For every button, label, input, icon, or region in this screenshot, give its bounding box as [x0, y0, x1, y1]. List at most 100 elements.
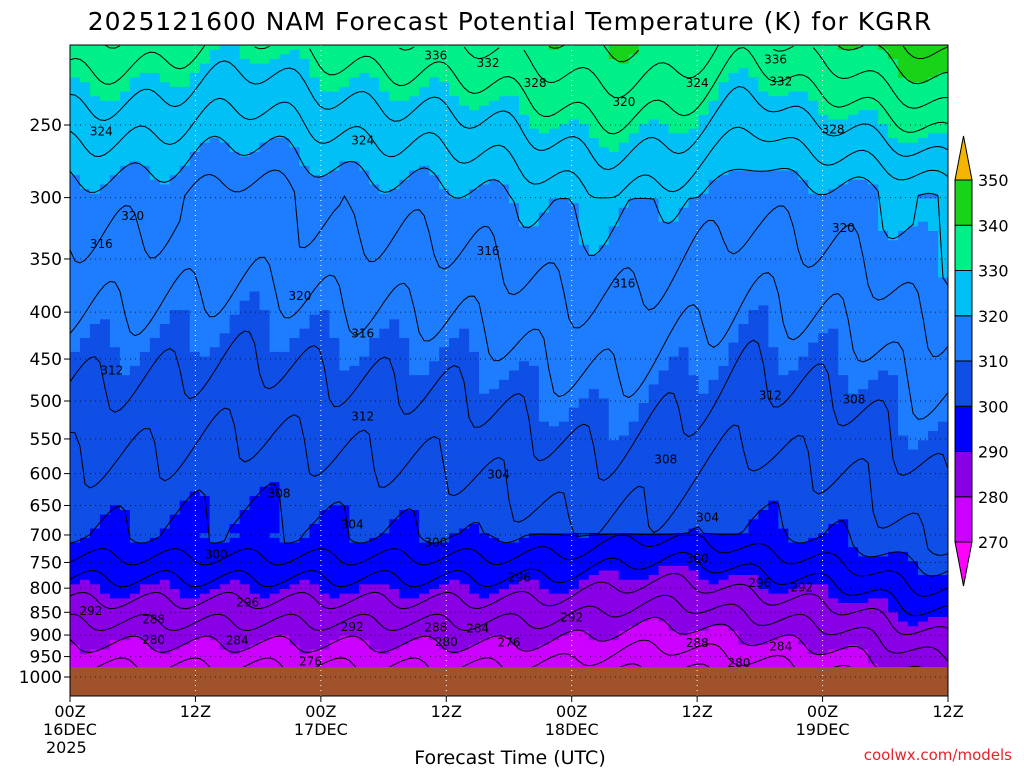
color-band-cell — [219, 640, 231, 646]
color-band-cell — [279, 268, 291, 274]
color-band-cell — [179, 347, 191, 353]
color-band-cell — [289, 616, 301, 623]
color-band-cell — [139, 640, 151, 646]
color-band-cell — [319, 435, 331, 441]
color-band-cell — [219, 542, 231, 548]
color-band-cell — [289, 640, 301, 646]
color-band-cell — [99, 561, 111, 567]
color-band-cell — [179, 54, 191, 60]
color-band-cell — [289, 184, 301, 190]
color-band-cell — [179, 226, 191, 232]
color-band-cell — [319, 217, 331, 223]
color-band-cell — [149, 86, 161, 93]
color-band-cell — [299, 403, 311, 409]
color-band-cell — [159, 193, 171, 200]
color-band-cell — [70, 477, 81, 483]
color-band-cell — [199, 277, 211, 283]
color-band-cell — [239, 193, 251, 200]
color-band-cell — [229, 533, 241, 539]
color-band-cell — [419, 384, 430, 390]
color-band-cell — [89, 240, 101, 246]
color-band-cell — [119, 463, 131, 469]
color-band-cell — [139, 389, 151, 395]
color-band-cell — [129, 235, 141, 241]
color-band-cell — [259, 658, 271, 665]
color-band-cell — [179, 463, 191, 469]
color-band-cell — [269, 291, 281, 297]
color-band-cell — [399, 537, 410, 544]
color-band-cell — [339, 170, 350, 176]
color-band-cell — [259, 161, 271, 167]
color-band-cell — [199, 351, 211, 358]
color-band-cell — [339, 91, 350, 97]
color-band-cell — [359, 272, 370, 279]
color-band-cell — [70, 198, 81, 204]
color-band-cell — [419, 389, 430, 395]
color-band-cell — [99, 421, 111, 427]
color-band-cell — [199, 626, 211, 632]
color-band-cell — [159, 556, 171, 562]
color-band-cell — [79, 240, 91, 246]
color-band-cell — [259, 151, 271, 158]
color-band-cell — [89, 91, 101, 97]
color-band-cell — [249, 379, 261, 386]
color-band-cell — [339, 654, 350, 660]
color-band-cell — [319, 68, 331, 74]
color-band-cell — [289, 272, 301, 279]
color-band-cell — [79, 82, 91, 88]
color-band-cell — [379, 626, 390, 632]
color-band-cell — [70, 626, 81, 632]
color-band-cell — [339, 258, 350, 265]
color-band-cell — [219, 547, 231, 553]
color-band-cell — [129, 77, 141, 83]
color-band-cell — [70, 486, 81, 492]
color-band-cell — [259, 165, 271, 172]
color-band-cell — [179, 161, 191, 167]
color-band-cell — [70, 314, 81, 320]
color-band-cell — [259, 444, 271, 451]
color-band-cell — [389, 105, 400, 111]
color-band-cell — [169, 305, 181, 311]
color-band-cell — [289, 603, 301, 609]
color-band-cell — [89, 342, 101, 348]
color-band-cell — [399, 235, 410, 241]
color-band-cell — [249, 393, 261, 399]
color-band-cell — [179, 147, 191, 153]
color-band-cell — [289, 519, 301, 525]
color-band-cell — [99, 417, 111, 423]
color-band-cell — [229, 514, 241, 520]
color-band-cell — [179, 630, 191, 637]
color-band-cell — [159, 151, 171, 158]
color-band-cell — [159, 86, 171, 93]
color-band-cell — [339, 421, 350, 427]
color-band-cell — [159, 254, 171, 260]
color-band-cell — [259, 133, 271, 139]
color-band-cell — [259, 193, 271, 200]
color-band-cell — [389, 165, 400, 172]
color-band-cell — [369, 105, 380, 111]
color-band-cell — [279, 105, 291, 111]
color-band-cell — [309, 263, 321, 269]
color-band-cell — [239, 77, 251, 83]
color-band-cell — [409, 403, 420, 409]
color-band-cell — [139, 505, 151, 511]
color-band-cell — [79, 449, 91, 455]
color-band-cell — [289, 417, 301, 423]
color-band-cell — [339, 412, 350, 418]
color-band-cell — [419, 221, 430, 227]
color-band-cell — [139, 510, 151, 516]
color-band-cell — [179, 361, 191, 367]
color-band-cell — [149, 454, 161, 460]
color-band-cell — [119, 77, 131, 83]
color-band-cell — [339, 328, 350, 334]
color-band-cell — [279, 170, 291, 176]
color-band-cell — [109, 389, 121, 395]
color-band-cell — [99, 277, 111, 283]
color-band-cell — [269, 63, 281, 69]
color-band-cell — [369, 584, 380, 590]
color-band-cell — [209, 333, 221, 339]
color-band-cell — [389, 333, 400, 339]
color-band-cell — [319, 58, 331, 65]
color-band-cell — [129, 184, 141, 190]
color-band-cell — [419, 454, 430, 460]
